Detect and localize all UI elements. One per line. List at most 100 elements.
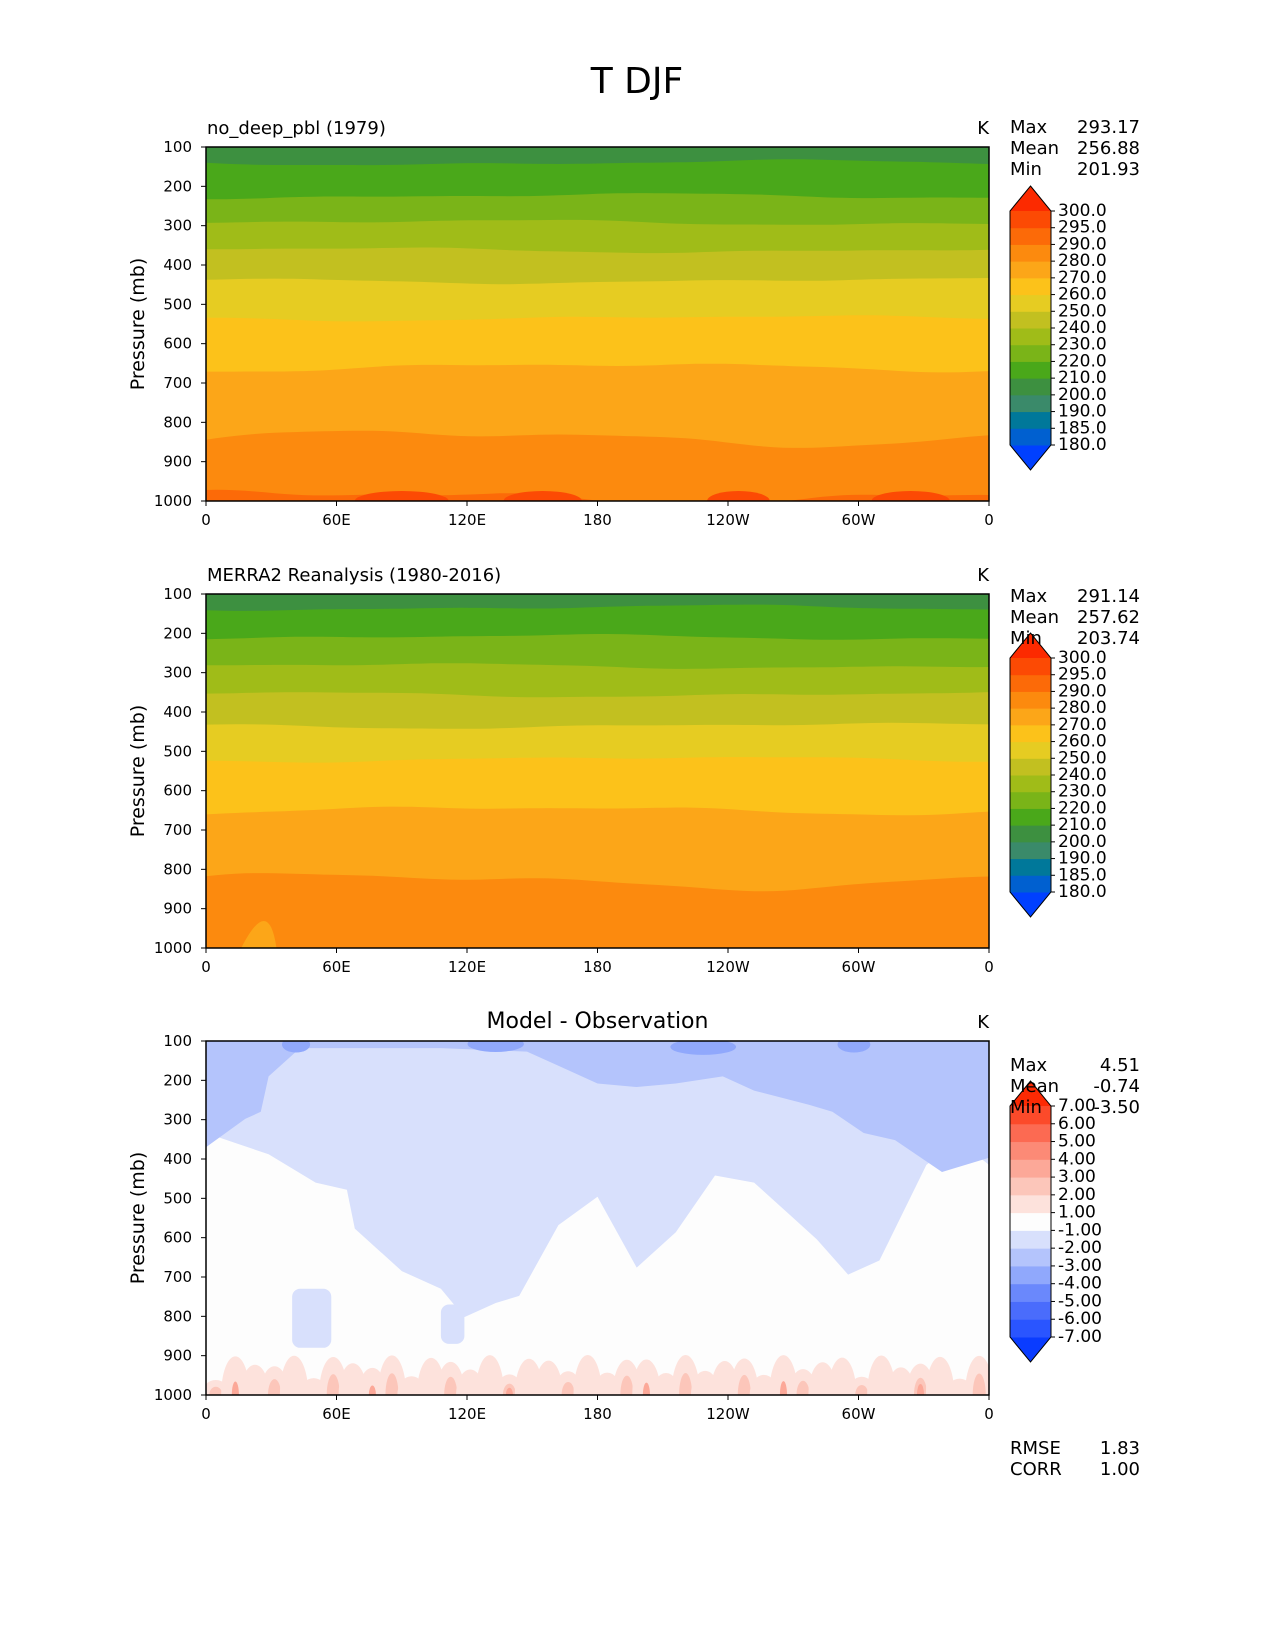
y-tick-label: 900 bbox=[163, 1347, 192, 1365]
panel-diff: 100 200 300 400 500 600 700 800 900 1000 0 60E 120E 1… bbox=[127, 1009, 1102, 1423]
stat-min-label: Min bbox=[1010, 1097, 1042, 1118]
plot-area bbox=[206, 147, 989, 501]
colorbar-label: 185.0 bbox=[1058, 418, 1107, 438]
contour-patch bbox=[267, 1379, 282, 1395]
y-tick-label: 1000 bbox=[154, 1386, 192, 1404]
units-label: K bbox=[977, 118, 990, 139]
colorbar-swatch bbox=[1010, 244, 1051, 262]
colorbar-label: 260.0 bbox=[1058, 285, 1107, 305]
colorbar-swatch bbox=[1010, 775, 1051, 793]
stat-min-label: Min bbox=[1010, 159, 1042, 180]
colorbar-label: 230.0 bbox=[1058, 782, 1107, 802]
stat-mean-value: 257.62 bbox=[1077, 607, 1140, 628]
colorbar-label: 270.0 bbox=[1058, 715, 1107, 735]
colorbar-swatch bbox=[1010, 1301, 1051, 1320]
colorbar-label: 280.0 bbox=[1058, 698, 1107, 718]
colorbar-label: 220.0 bbox=[1058, 798, 1107, 818]
colorbar-extend-low bbox=[1010, 892, 1051, 917]
panel-model-stats: Max 293.17 Mean 256.88 Min 201.93 bbox=[1010, 117, 1140, 180]
colorbar-extend-high bbox=[1010, 1081, 1051, 1106]
x-tick-label: 120E bbox=[448, 511, 486, 529]
colorbar-swatch bbox=[1010, 1265, 1051, 1285]
y-tick-label: 800 bbox=[163, 413, 192, 431]
colorbar-label: 180.0 bbox=[1058, 435, 1107, 455]
colorbar-swatch bbox=[1010, 211, 1051, 229]
stat-max-label: Max bbox=[1010, 117, 1048, 138]
contour-patch bbox=[505, 1387, 513, 1395]
stat-max-value: 291.14 bbox=[1077, 586, 1140, 607]
colorbar-swatch bbox=[1010, 691, 1051, 709]
colorbar-swatch bbox=[1010, 1248, 1051, 1267]
units-label: K bbox=[977, 565, 990, 586]
colorbar-label: 300.0 bbox=[1058, 648, 1107, 668]
y-tick-label: 700 bbox=[163, 821, 192, 839]
y-tick-label: 200 bbox=[163, 624, 192, 642]
stat-max-value: 4.51 bbox=[1099, 1055, 1140, 1076]
colorbar-label: 6.00 bbox=[1058, 1114, 1096, 1134]
x-tick-label: 0 bbox=[201, 511, 211, 529]
colorbar-swatch bbox=[1010, 344, 1051, 362]
colorbar-swatch bbox=[1010, 311, 1051, 329]
colorbar-swatch bbox=[1010, 791, 1051, 809]
contour-patch bbox=[779, 1381, 788, 1395]
colorbar-label: 200.0 bbox=[1058, 832, 1107, 852]
stat-min-label: Min bbox=[1010, 628, 1042, 649]
colorbar-extend-high bbox=[1010, 633, 1051, 658]
contour-patch bbox=[241, 921, 277, 948]
contour-band bbox=[206, 594, 989, 611]
colorbar-swatch bbox=[1010, 1212, 1051, 1231]
x-tick-label: 0 bbox=[984, 1405, 994, 1423]
stat-mean-label: Mean bbox=[1010, 138, 1060, 159]
contour-patch bbox=[670, 1041, 737, 1055]
colorbar-label: 290.0 bbox=[1058, 234, 1107, 254]
contour-patch bbox=[292, 1288, 332, 1348]
colorbar-swatch bbox=[1010, 1141, 1051, 1160]
y-tick-label: 600 bbox=[163, 1229, 192, 1247]
x-tick-label: 120W bbox=[706, 958, 750, 976]
x-tick-label: 60E bbox=[322, 958, 351, 976]
colorbar-swatch bbox=[1010, 261, 1051, 279]
colorbar-label: 295.0 bbox=[1058, 218, 1107, 238]
contour-patch bbox=[679, 1373, 693, 1395]
colorbar: 180.0185.0190.0200.0210.0220.0230.0240.0… bbox=[1009, 185, 1107, 471]
y-tick-label: 500 bbox=[163, 742, 192, 760]
rmse-label: RMSE bbox=[1010, 1438, 1061, 1459]
y-tick-label: 400 bbox=[163, 256, 192, 274]
colorbar-label: 190.0 bbox=[1058, 849, 1107, 869]
y-tick-label: 600 bbox=[163, 335, 192, 353]
colorbar-swatch bbox=[1010, 378, 1051, 396]
contour-band bbox=[206, 147, 989, 166]
panel-title: Model - Observation bbox=[487, 1009, 709, 1034]
colorbar-label: -2.00 bbox=[1058, 1238, 1102, 1258]
colorbar-label: 260.0 bbox=[1058, 732, 1107, 752]
contour-patch bbox=[354, 491, 449, 501]
y-axis-label: Pressure (mb) bbox=[127, 258, 149, 391]
y-tick-label: 700 bbox=[163, 1268, 192, 1286]
y-tick-label: 400 bbox=[163, 1150, 192, 1168]
colorbar-label: -6.00 bbox=[1058, 1309, 1102, 1329]
colorbar-label: 1.00 bbox=[1058, 1203, 1096, 1223]
colorbar-swatch bbox=[1010, 1159, 1051, 1178]
colorbar-swatch bbox=[1010, 708, 1051, 726]
contour-patch bbox=[972, 1373, 986, 1395]
colorbar-label: 2.00 bbox=[1058, 1185, 1096, 1205]
x-tick-label: 60W bbox=[842, 511, 876, 529]
stat-mean-value: 256.88 bbox=[1077, 138, 1140, 159]
corr-label: CORR bbox=[1010, 1459, 1062, 1480]
x-tick-label: 60W bbox=[842, 1405, 876, 1423]
colorbar-label: 295.0 bbox=[1058, 665, 1107, 685]
colorbar-label: 200.0 bbox=[1058, 385, 1107, 405]
colorbar-swatch bbox=[1010, 361, 1051, 379]
colorbar-swatch bbox=[1010, 1177, 1051, 1196]
y-tick-label: 500 bbox=[163, 1189, 192, 1207]
plot-area bbox=[206, 1041, 989, 1395]
y-tick-label: 300 bbox=[163, 664, 192, 682]
colorbar-label: 240.0 bbox=[1058, 765, 1107, 785]
panel-diff-metrics: RMSE 1.83 CORR 1.00 bbox=[1010, 1438, 1140, 1480]
y-tick-label: 200 bbox=[163, 177, 192, 195]
colorbar: -7.00-6.00-5.00-4.00-3.00-2.00-1.001.002… bbox=[1009, 1080, 1102, 1363]
colorbar-swatch bbox=[1010, 841, 1051, 860]
colorbar-swatch bbox=[1010, 808, 1051, 826]
y-tick-label: 300 bbox=[163, 217, 192, 235]
contour-patch bbox=[503, 491, 582, 501]
